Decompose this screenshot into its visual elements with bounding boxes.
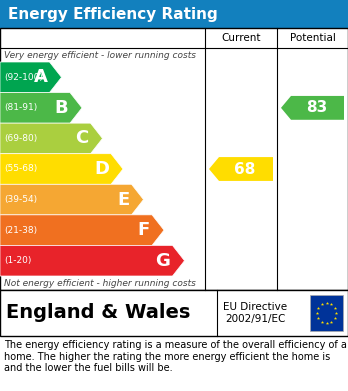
Polygon shape bbox=[0, 215, 164, 246]
Bar bbox=[0, 28, 348, 290]
Polygon shape bbox=[0, 93, 82, 123]
Text: EU Directive
2002/91/EC: EU Directive 2002/91/EC bbox=[223, 302, 287, 324]
Text: England & Wales: England & Wales bbox=[6, 303, 190, 323]
Text: A: A bbox=[34, 68, 47, 86]
Text: C: C bbox=[75, 129, 88, 147]
Text: E: E bbox=[117, 190, 129, 208]
Bar bbox=[0, 290, 348, 336]
Text: 68: 68 bbox=[234, 161, 256, 176]
Text: (55-68): (55-68) bbox=[4, 165, 37, 174]
Text: The energy efficiency rating is a measure of the overall efficiency of a home. T: The energy efficiency rating is a measur… bbox=[4, 340, 347, 373]
Text: Current: Current bbox=[221, 33, 261, 43]
Text: Potential: Potential bbox=[290, 33, 335, 43]
Text: D: D bbox=[94, 160, 109, 178]
Text: Not energy efficient - higher running costs: Not energy efficient - higher running co… bbox=[4, 278, 196, 287]
Text: F: F bbox=[138, 221, 150, 239]
Polygon shape bbox=[0, 246, 184, 276]
Bar bbox=[310, 295, 343, 331]
Polygon shape bbox=[0, 123, 103, 154]
Text: 83: 83 bbox=[306, 100, 327, 115]
Text: B: B bbox=[54, 99, 68, 117]
Text: (21-38): (21-38) bbox=[4, 226, 37, 235]
Text: Very energy efficient - lower running costs: Very energy efficient - lower running co… bbox=[4, 50, 196, 59]
Text: G: G bbox=[156, 252, 171, 270]
Polygon shape bbox=[0, 62, 62, 93]
Text: (39-54): (39-54) bbox=[4, 195, 37, 204]
Polygon shape bbox=[0, 184, 143, 215]
Polygon shape bbox=[0, 154, 123, 184]
Text: Energy Efficiency Rating: Energy Efficiency Rating bbox=[8, 7, 218, 22]
Text: (69-80): (69-80) bbox=[4, 134, 37, 143]
Text: (81-91): (81-91) bbox=[4, 103, 37, 112]
Polygon shape bbox=[209, 157, 273, 181]
Polygon shape bbox=[281, 96, 344, 120]
Text: (1-20): (1-20) bbox=[4, 256, 31, 265]
Text: (92-100): (92-100) bbox=[4, 73, 43, 82]
Bar bbox=[0, 0, 348, 28]
